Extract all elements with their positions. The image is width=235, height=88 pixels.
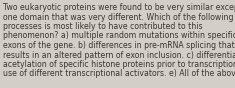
- Text: results in an altered pattern of exon inclusion. c) differential: results in an altered pattern of exon in…: [3, 51, 235, 59]
- Text: use of different transcriptional activators. e) All of the above.: use of different transcriptional activat…: [3, 70, 235, 78]
- Text: exons of the gene. b) differences in pre-mRNA splicing that: exons of the gene. b) differences in pre…: [3, 41, 235, 50]
- Text: one domain that was very different. Which of the following: one domain that was very different. Whic…: [3, 12, 234, 21]
- Text: phenomenon? a) multiple random mutations within specific: phenomenon? a) multiple random mutations…: [3, 32, 235, 40]
- Text: acetylation of specific histone proteins prior to transcription. d): acetylation of specific histone proteins…: [3, 60, 235, 69]
- Text: Two eukaryotic proteins were found to be very similar except for: Two eukaryotic proteins were found to be…: [3, 3, 235, 12]
- Text: processes is most likely to have contributed to this: processes is most likely to have contrib…: [3, 22, 203, 31]
